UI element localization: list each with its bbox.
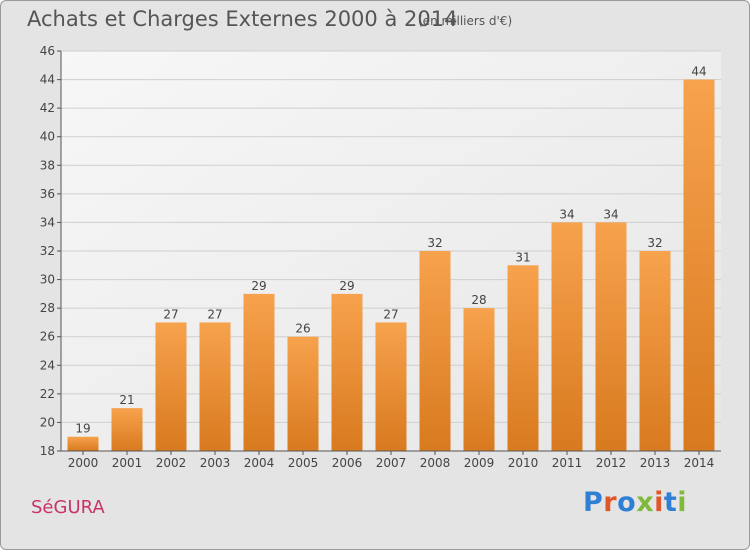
- bar-2003: [199, 322, 231, 451]
- bar-value-label: 27: [207, 307, 222, 321]
- bar-2006: [331, 293, 363, 451]
- logo-letter: t: [663, 487, 678, 518]
- bar-value-label: 31: [515, 250, 530, 264]
- x-tick-label: 2013: [640, 456, 671, 470]
- x-tick-label: 2007: [376, 456, 407, 470]
- chart-unit: (en milliers d'€): [418, 14, 513, 28]
- y-tick-label: 38: [40, 158, 55, 172]
- y-tick-label: 26: [40, 330, 55, 344]
- y-tick-label: 32: [40, 244, 55, 258]
- logo-letter: o: [617, 487, 637, 518]
- bar-value-label: 26: [295, 322, 310, 336]
- x-tick-label: 2010: [508, 456, 539, 470]
- x-tick-label: 2004: [244, 456, 275, 470]
- x-tick-label: 2005: [288, 456, 319, 470]
- logo-letter: x: [636, 487, 655, 518]
- x-tick-label: 2002: [156, 456, 187, 470]
- chart-title: Achats et Charges Externes 2000 à 2014: [27, 7, 458, 31]
- x-tick-label: 2014: [684, 456, 715, 470]
- bar-value-label: 28: [471, 293, 486, 307]
- bar-2001: [111, 408, 143, 451]
- bar-2014: [683, 79, 715, 452]
- y-tick-label: 40: [40, 130, 55, 144]
- x-tick-label: 2003: [200, 456, 231, 470]
- bar-value-label: 27: [383, 307, 398, 321]
- bar-2002: [155, 322, 187, 451]
- bar-2005: [287, 336, 319, 451]
- y-tick-label: 42: [40, 101, 55, 115]
- logo-letter: i: [677, 487, 688, 518]
- bar-value-label: 44: [691, 65, 706, 79]
- bar-value-label: 19: [75, 422, 90, 436]
- y-tick-label: 36: [40, 187, 55, 201]
- y-tick-label: 34: [40, 215, 55, 229]
- logo-letter: i: [654, 487, 664, 518]
- bar-value-label: 34: [559, 207, 574, 221]
- y-tick-label: 30: [40, 273, 55, 287]
- bar-value-label: 21: [119, 393, 134, 407]
- x-tick-label: 2008: [420, 456, 451, 470]
- bar-2008: [419, 251, 451, 451]
- y-tick-label: 22: [40, 387, 55, 401]
- bar-value-label: 32: [647, 236, 662, 250]
- bar-2011: [551, 222, 583, 451]
- proxiti-logo: Proxiti: [583, 487, 687, 518]
- x-tick-label: 2006: [332, 456, 363, 470]
- bar-2007: [375, 322, 407, 451]
- y-tick-label: 46: [40, 44, 55, 58]
- bar-2009: [463, 308, 495, 451]
- bar-2013: [639, 251, 671, 451]
- y-tick-label: 28: [40, 301, 55, 315]
- y-tick-label: 20: [40, 415, 55, 429]
- x-tick-label: 2012: [596, 456, 627, 470]
- bar-value-label: 29: [251, 279, 266, 293]
- x-tick-label: 2009: [464, 456, 495, 470]
- y-tick-label: 24: [40, 358, 55, 372]
- logo-letter: P: [583, 487, 604, 518]
- bar-value-label: 34: [603, 207, 618, 221]
- bar-value-label: 29: [339, 279, 354, 293]
- bar-2004: [243, 293, 275, 451]
- bar-2010: [507, 265, 539, 451]
- bar-value-label: 32: [427, 236, 442, 250]
- x-tick-label: 2000: [68, 456, 99, 470]
- y-tick-label: 44: [40, 73, 55, 87]
- bar-2012: [595, 222, 627, 451]
- bar-2000: [67, 436, 99, 451]
- y-tick-label: 18: [40, 444, 55, 458]
- x-tick-label: 2001: [112, 456, 143, 470]
- bar-value-label: 27: [163, 307, 178, 321]
- commune-name: SéGURA: [31, 497, 105, 518]
- x-tick-label: 2011: [552, 456, 583, 470]
- logo-letter: r: [603, 487, 618, 518]
